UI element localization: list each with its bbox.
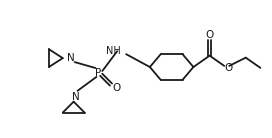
Text: N: N	[72, 92, 79, 102]
Text: N: N	[67, 53, 75, 63]
Text: O: O	[224, 63, 232, 73]
Text: O: O	[113, 83, 121, 93]
Text: NH: NH	[106, 46, 121, 56]
Text: P: P	[95, 68, 101, 78]
Text: O: O	[206, 30, 214, 40]
